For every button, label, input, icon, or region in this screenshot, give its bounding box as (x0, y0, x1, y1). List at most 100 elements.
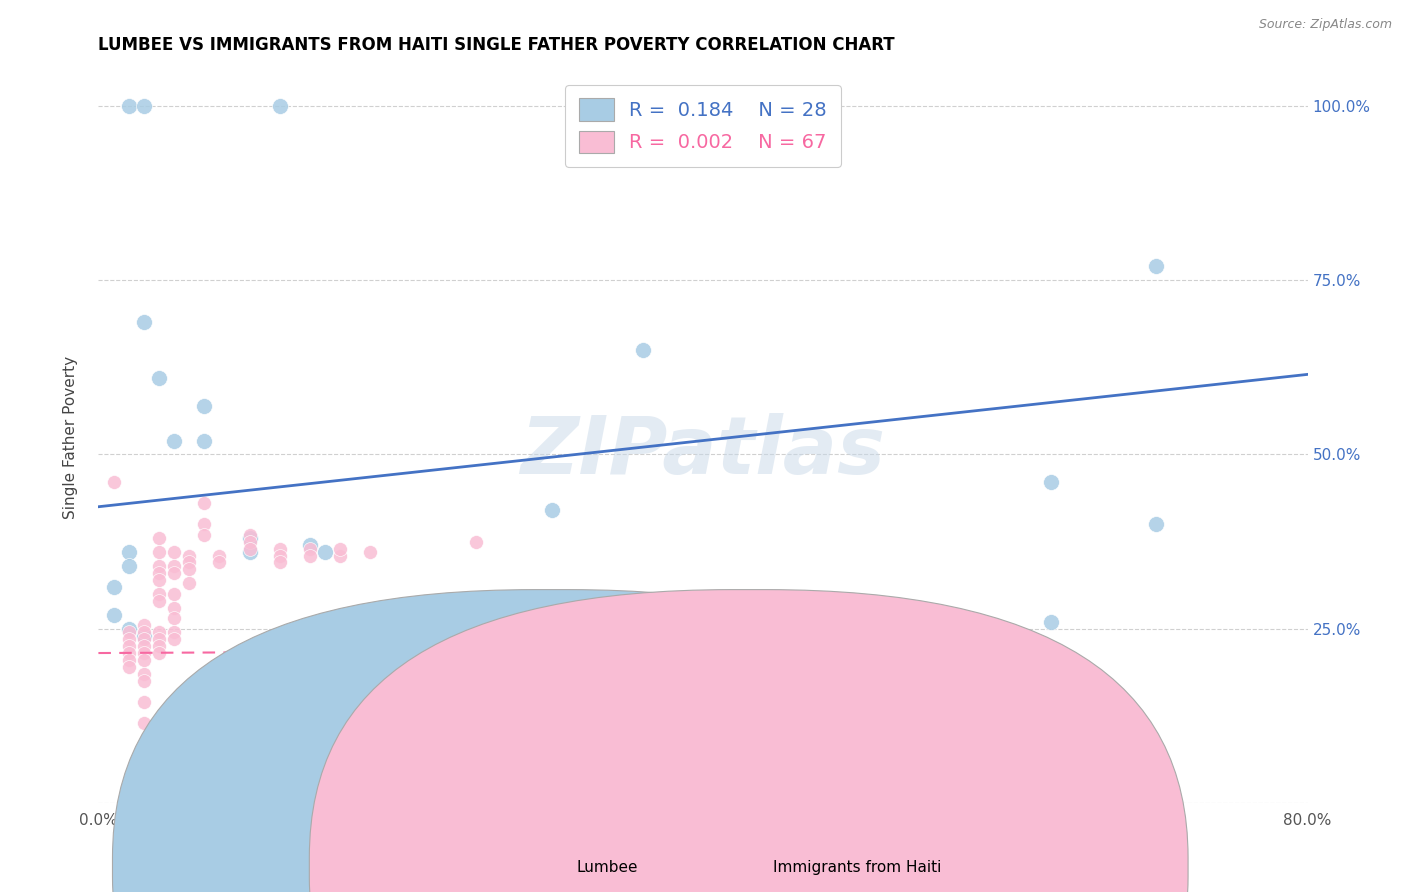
Point (163, 434, 186, 448)
Point (132, 315, 155, 329)
Point (103, 607, 125, 622)
Point (269, 684, 291, 698)
Point (269, 541, 291, 556)
Point (132, 639, 155, 653)
Point (148, 558, 170, 573)
Point (208, 556, 231, 570)
Point (148, 566, 170, 580)
Point (193, 399, 215, 413)
Point (269, 670, 291, 684)
Point (132, 632, 155, 646)
Point (163, 632, 186, 646)
Text: ZIPatlas: ZIPatlas (520, 413, 886, 491)
Point (132, 99, 155, 113)
Point (148, 639, 170, 653)
Point (118, 558, 141, 573)
Point (269, 549, 291, 563)
Point (163, 558, 186, 573)
Point (163, 611, 186, 625)
Point (132, 673, 155, 688)
Point (389, 625, 412, 640)
Point (540, 681, 562, 695)
Point (239, 657, 262, 671)
Point (118, 639, 141, 653)
Point (179, 562, 201, 576)
Point (118, 653, 141, 667)
Point (148, 632, 170, 646)
Point (118, 622, 141, 636)
Point (1144, 517, 1167, 532)
Point (148, 371, 170, 385)
Point (163, 600, 186, 615)
Point (118, 545, 141, 559)
Point (118, 99, 141, 113)
Point (692, 673, 714, 688)
Point (193, 517, 215, 532)
Text: Immigrants from Haiti: Immigrants from Haiti (773, 860, 942, 874)
Point (1144, 260, 1167, 274)
Point (631, 625, 654, 640)
Point (179, 549, 201, 563)
Point (132, 667, 155, 681)
Point (118, 632, 141, 646)
Point (148, 573, 170, 587)
Point (148, 646, 170, 660)
Point (148, 531, 170, 545)
Point (163, 587, 186, 601)
Point (132, 618, 155, 632)
Point (103, 475, 125, 490)
Text: Lumbee: Lumbee (576, 860, 638, 874)
Point (148, 625, 170, 640)
Point (148, 587, 170, 601)
Point (239, 534, 262, 549)
Point (118, 646, 141, 660)
Point (269, 99, 291, 113)
Point (193, 496, 215, 510)
Point (103, 580, 125, 594)
Text: Source: ZipAtlas.com: Source: ZipAtlas.com (1258, 18, 1392, 31)
Point (208, 549, 231, 563)
Point (132, 653, 155, 667)
Point (844, 625, 866, 640)
Point (239, 527, 262, 541)
Point (179, 556, 201, 570)
Point (692, 632, 714, 646)
Point (1039, 475, 1062, 490)
Point (163, 545, 186, 559)
Point (193, 527, 215, 541)
Point (239, 541, 262, 556)
Point (465, 534, 488, 549)
Point (299, 541, 322, 556)
Point (540, 673, 562, 688)
Legend: R =  0.184    N = 28, R =  0.002    N = 67: R = 0.184 N = 28, R = 0.002 N = 67 (565, 85, 841, 167)
Point (299, 549, 322, 563)
Point (163, 625, 186, 640)
Point (132, 646, 155, 660)
Point (118, 625, 141, 640)
Point (314, 545, 336, 559)
Point (193, 434, 215, 448)
Point (163, 566, 186, 580)
Point (132, 625, 155, 640)
Point (118, 660, 141, 674)
Point (148, 545, 170, 559)
Point (269, 556, 291, 570)
Point (360, 545, 382, 559)
Point (239, 545, 262, 559)
Point (239, 531, 262, 545)
Point (631, 343, 654, 357)
Point (540, 503, 562, 517)
Point (329, 549, 352, 563)
Point (179, 576, 201, 591)
Text: LUMBEE VS IMMIGRANTS FROM HAITI SINGLE FATHER POVERTY CORRELATION CHART: LUMBEE VS IMMIGRANTS FROM HAITI SINGLE F… (98, 36, 896, 54)
Y-axis label: Single Father Poverty: Single Father Poverty (63, 356, 77, 518)
Point (723, 639, 745, 653)
Point (631, 618, 654, 632)
Point (148, 594, 170, 608)
Point (132, 715, 155, 730)
Point (132, 629, 155, 643)
Point (329, 541, 352, 556)
Point (132, 695, 155, 709)
Point (1039, 615, 1062, 629)
Point (299, 538, 322, 552)
